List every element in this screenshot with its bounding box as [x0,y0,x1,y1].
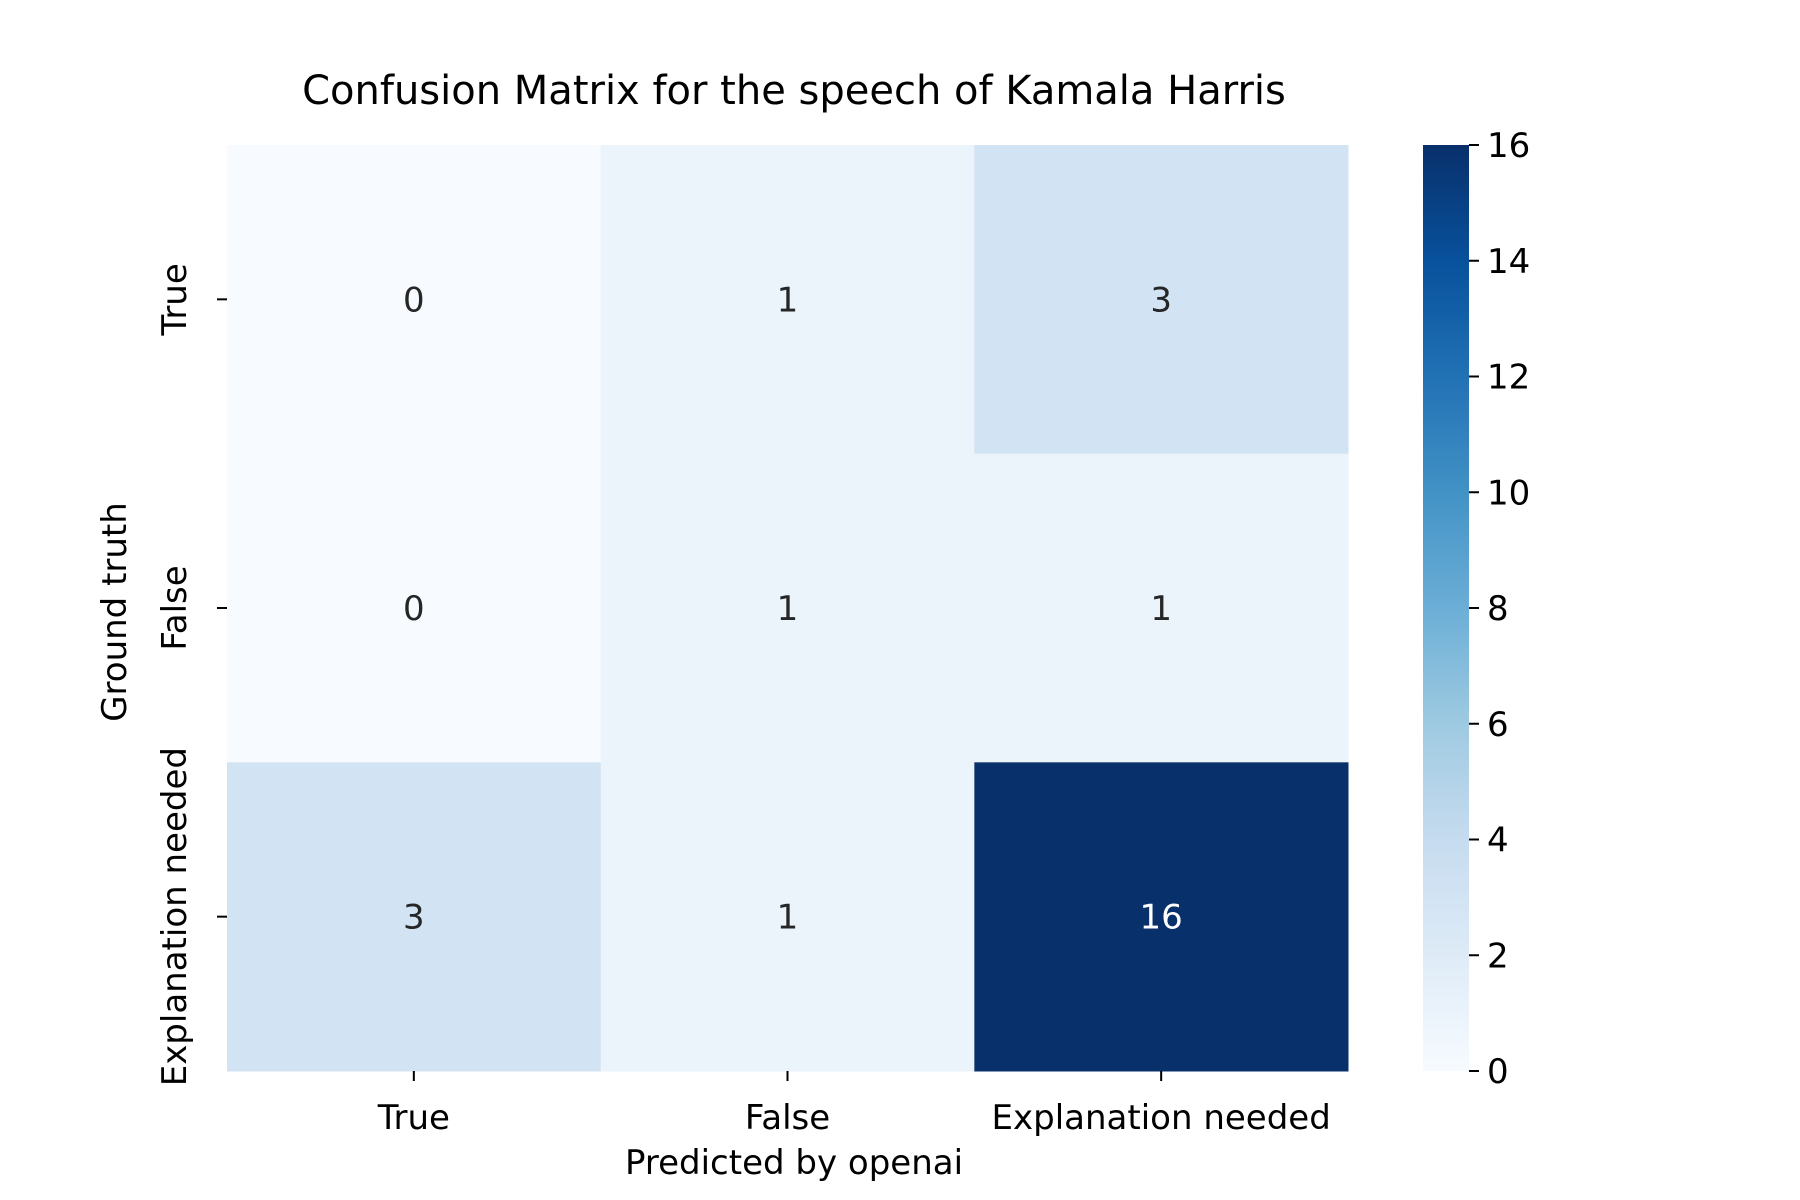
colorbar-tick-label: 8 [1487,589,1509,629]
y-axis-label: Ground truth [95,502,135,722]
colorbar-tick-label: 16 [1487,126,1530,166]
y-tick-label: False [155,565,195,650]
x-tick-label: Explanation needed [992,1098,1331,1138]
x-tick-label: True [377,1098,450,1138]
heatmap-cell [227,145,602,455]
heatmap-cell [600,762,975,1072]
colorbar-tick-label: 0 [1487,1052,1509,1092]
chart-title: Confusion Matrix for the speech of Kamal… [302,68,1286,114]
cell-value-label: 0 [403,589,425,629]
cell-value-label: 3 [1150,280,1172,320]
x-axis-label: Predicted by openai [625,1143,963,1183]
colorbar-tick-label: 10 [1487,473,1530,513]
cell-value-label: 1 [777,589,799,629]
cell-value-label: 0 [403,280,425,320]
heatmap-cell [974,145,1349,455]
x-axis-ticks: True False Explanation needed [377,1071,1331,1138]
y-axis-ticks: True False Explanation needed [155,263,227,1086]
heatmap-cell [227,453,602,763]
heatmap-cell [974,453,1349,763]
heatmap-cell [974,762,1349,1072]
colorbar-tick-label: 2 [1487,936,1509,976]
y-tick-label: True [155,263,195,336]
colorbar-tick-label: 6 [1487,705,1509,745]
colorbar [1423,145,1469,1071]
heatmap-cell [600,453,975,763]
cell-value-label: 16 [1140,898,1183,938]
y-tick-label: Explanation needed [155,747,195,1086]
cell-value-label: 1 [777,280,799,320]
heatmap-cell [600,145,975,455]
colorbar-tick-label: 12 [1487,358,1530,398]
heatmap-cells: 0 1 3 0 1 1 3 1 16 [227,145,1349,1072]
cell-value-label: 3 [403,898,425,938]
colorbar-tick-label: 4 [1487,821,1509,861]
cell-value-label: 1 [777,898,799,938]
heatmap-cell [227,762,602,1072]
colorbar-ticks: 0 2 4 6 8 10 12 14 16 [1469,126,1530,1092]
cell-value-label: 1 [1150,589,1172,629]
x-tick-label: False [745,1098,830,1138]
colorbar-tick-label: 14 [1487,242,1530,282]
